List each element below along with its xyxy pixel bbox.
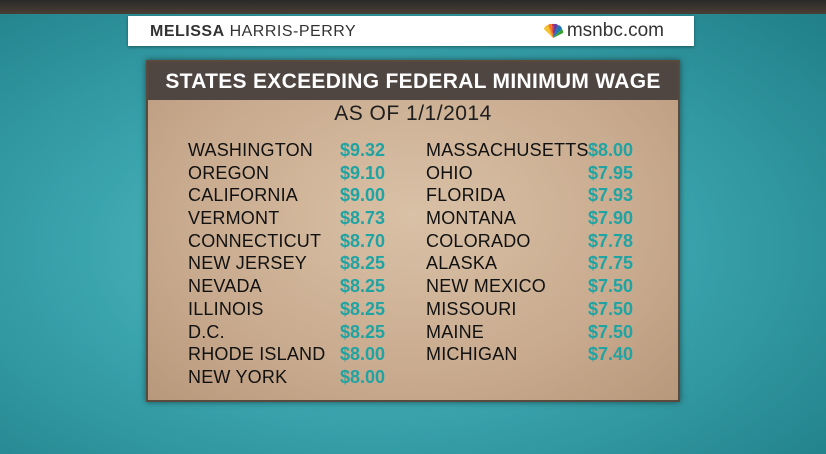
wage-value: $7.50 xyxy=(588,321,634,342)
show-name: MELISSA HARRIS-PERRY xyxy=(150,23,356,41)
state-name: COLORADO xyxy=(426,230,531,251)
state-name: WASHINGTON xyxy=(188,140,314,160)
wage-value: $7.75 xyxy=(588,253,634,274)
network-name: msnbc.com xyxy=(566,20,664,41)
peacock-icon xyxy=(543,23,563,38)
wage-value: $9.10 xyxy=(340,162,386,183)
wage-value: $8.00 xyxy=(340,344,386,365)
wage-value: $8.73 xyxy=(340,208,386,229)
top-strip xyxy=(0,0,826,14)
wage-value: $9.00 xyxy=(340,185,386,206)
state-name: OREGON xyxy=(188,162,270,183)
network-logo: msnbc.com xyxy=(542,20,664,42)
state-name: VERMONT xyxy=(188,208,280,229)
state-name: NEVADA xyxy=(188,276,262,297)
wage-value: $8.25 xyxy=(340,253,386,274)
state-name: OHIO xyxy=(426,162,473,183)
wage-value: $7.95 xyxy=(588,162,634,183)
state-name: D.C. xyxy=(188,321,225,342)
state-name: CALIFORNIA xyxy=(188,185,299,206)
wage-value: $8.00 xyxy=(340,366,386,387)
wage-value: $7.90 xyxy=(588,208,634,229)
wage-value: $7.93 xyxy=(588,185,634,206)
wage-value: $7.50 xyxy=(588,298,634,319)
state-name: RHODE ISLAND xyxy=(188,344,326,365)
wage-value: $8.70 xyxy=(340,230,386,251)
panel-subtitle: AS OF 1/1/2014 xyxy=(334,102,492,125)
state-name: FLORIDA xyxy=(426,185,506,206)
show-name-first: MELISSA xyxy=(150,23,225,40)
wage-value: $8.25 xyxy=(340,298,386,319)
show-banner: MELISSA HARRIS-PERRY msnbc.com xyxy=(128,16,694,46)
state-name: CONNECTICUT xyxy=(188,230,322,251)
state-name: NEW MEXICO xyxy=(426,276,547,297)
state-name: MAINE xyxy=(426,321,485,342)
panel-title: STATES EXCEEDING FEDERAL MINIMUM WAGE xyxy=(148,62,678,100)
wage-value: $8.00 xyxy=(588,140,634,160)
wage-value: $9.32 xyxy=(340,140,386,160)
wage-value: $8.25 xyxy=(340,276,386,297)
show-name-last: HARRIS-PERRY xyxy=(229,23,357,40)
wage-value: $7.78 xyxy=(588,230,634,251)
wage-value: $7.40 xyxy=(588,344,634,365)
state-name: MICHIGAN xyxy=(426,344,518,365)
state-name: NEW YORK xyxy=(188,366,288,387)
wage-value: $7.50 xyxy=(588,276,634,297)
state-name: MISSOURI xyxy=(426,298,517,319)
state-name: ALASKA xyxy=(426,253,498,274)
state-name: MASSACHUSETTS xyxy=(426,140,589,160)
wage-value: $8.25 xyxy=(340,321,386,342)
state-name: MONTANA xyxy=(426,208,517,229)
state-name: NEW JERSEY xyxy=(188,253,308,274)
minimum-wage-panel: STATES EXCEEDING FEDERAL MINIMUM WAGE AS… xyxy=(146,60,680,402)
state-name: ILLINOIS xyxy=(188,298,264,319)
